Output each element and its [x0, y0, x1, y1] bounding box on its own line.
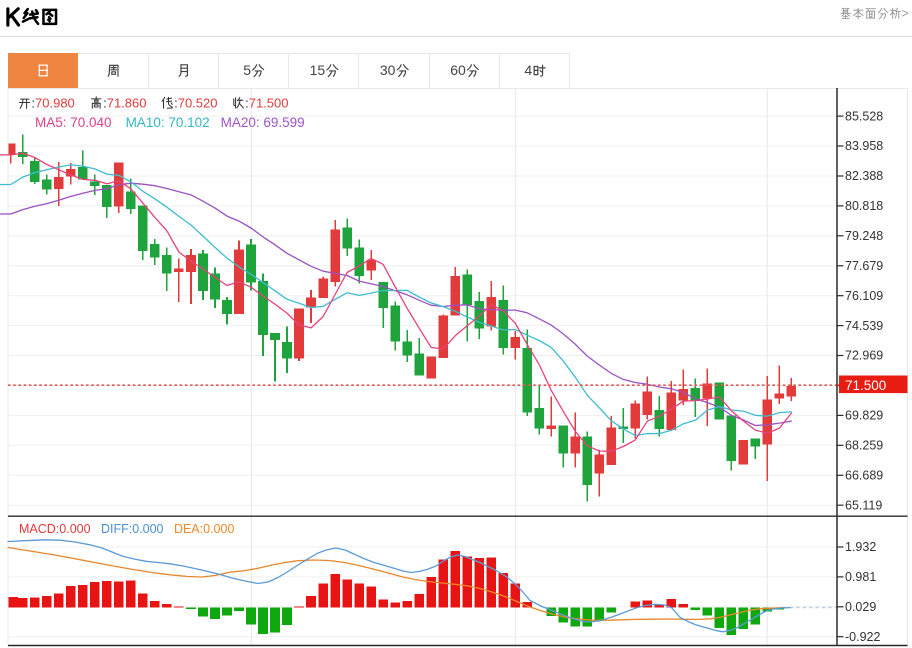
svg-text:68.259: 68.259: [845, 439, 883, 453]
svg-text:69.829: 69.829: [845, 409, 883, 423]
svg-text:30: 30: [380, 62, 396, 78]
svg-text:60: 60: [450, 62, 466, 78]
svg-text:-0.922: -0.922: [845, 630, 880, 644]
svg-text:>: >: [902, 7, 909, 21]
svg-text:1.932: 1.932: [845, 540, 876, 554]
svg-text:71.500: 71.500: [845, 378, 886, 393]
svg-text:74.539: 74.539: [845, 319, 883, 333]
svg-text:66.689: 66.689: [845, 469, 883, 483]
svg-text::70.980: :70.980: [31, 95, 74, 110]
svg-text:4: 4: [524, 62, 532, 78]
svg-text:0.981: 0.981: [845, 570, 876, 584]
svg-text:72.969: 72.969: [845, 349, 883, 363]
svg-text:83.958: 83.958: [845, 139, 883, 153]
svg-text:0.029: 0.029: [845, 600, 876, 614]
svg-text::71.500: :71.500: [245, 95, 288, 110]
svg-text:85.528: 85.528: [845, 109, 883, 123]
svg-text:5: 5: [243, 62, 251, 78]
svg-text:15: 15: [310, 62, 326, 78]
svg-text:65.119: 65.119: [845, 498, 882, 512]
svg-text::71.860: :71.860: [103, 95, 146, 110]
svg-text:76.109: 76.109: [845, 289, 883, 303]
svg-text:80.818: 80.818: [845, 199, 883, 213]
svg-text::70.520: :70.520: [174, 95, 217, 110]
svg-text:77.679: 77.679: [845, 259, 883, 273]
svg-text:82.388: 82.388: [845, 169, 883, 183]
svg-text:79.248: 79.248: [845, 229, 883, 243]
